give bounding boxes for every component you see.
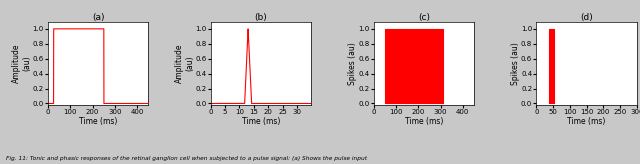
Title: (b): (b) (255, 13, 268, 22)
Y-axis label: Amplitude
(au): Amplitude (au) (175, 44, 194, 83)
Title: (a): (a) (92, 13, 104, 22)
Text: Fig. 11: Tonic and phasic responses of the retinal ganglion cell when subjected : Fig. 11: Tonic and phasic responses of t… (6, 156, 367, 161)
Y-axis label: Spikes (au): Spikes (au) (511, 42, 520, 85)
X-axis label: Time (ms): Time (ms) (404, 116, 443, 125)
Title: (c): (c) (418, 13, 430, 22)
X-axis label: Time (ms): Time (ms) (568, 116, 605, 125)
Y-axis label: Spikes (au): Spikes (au) (348, 42, 356, 85)
Title: (d): (d) (580, 13, 593, 22)
Y-axis label: Amplitude
(au): Amplitude (au) (12, 44, 31, 83)
X-axis label: Time (ms): Time (ms) (242, 116, 280, 125)
X-axis label: Time (ms): Time (ms) (79, 116, 117, 125)
